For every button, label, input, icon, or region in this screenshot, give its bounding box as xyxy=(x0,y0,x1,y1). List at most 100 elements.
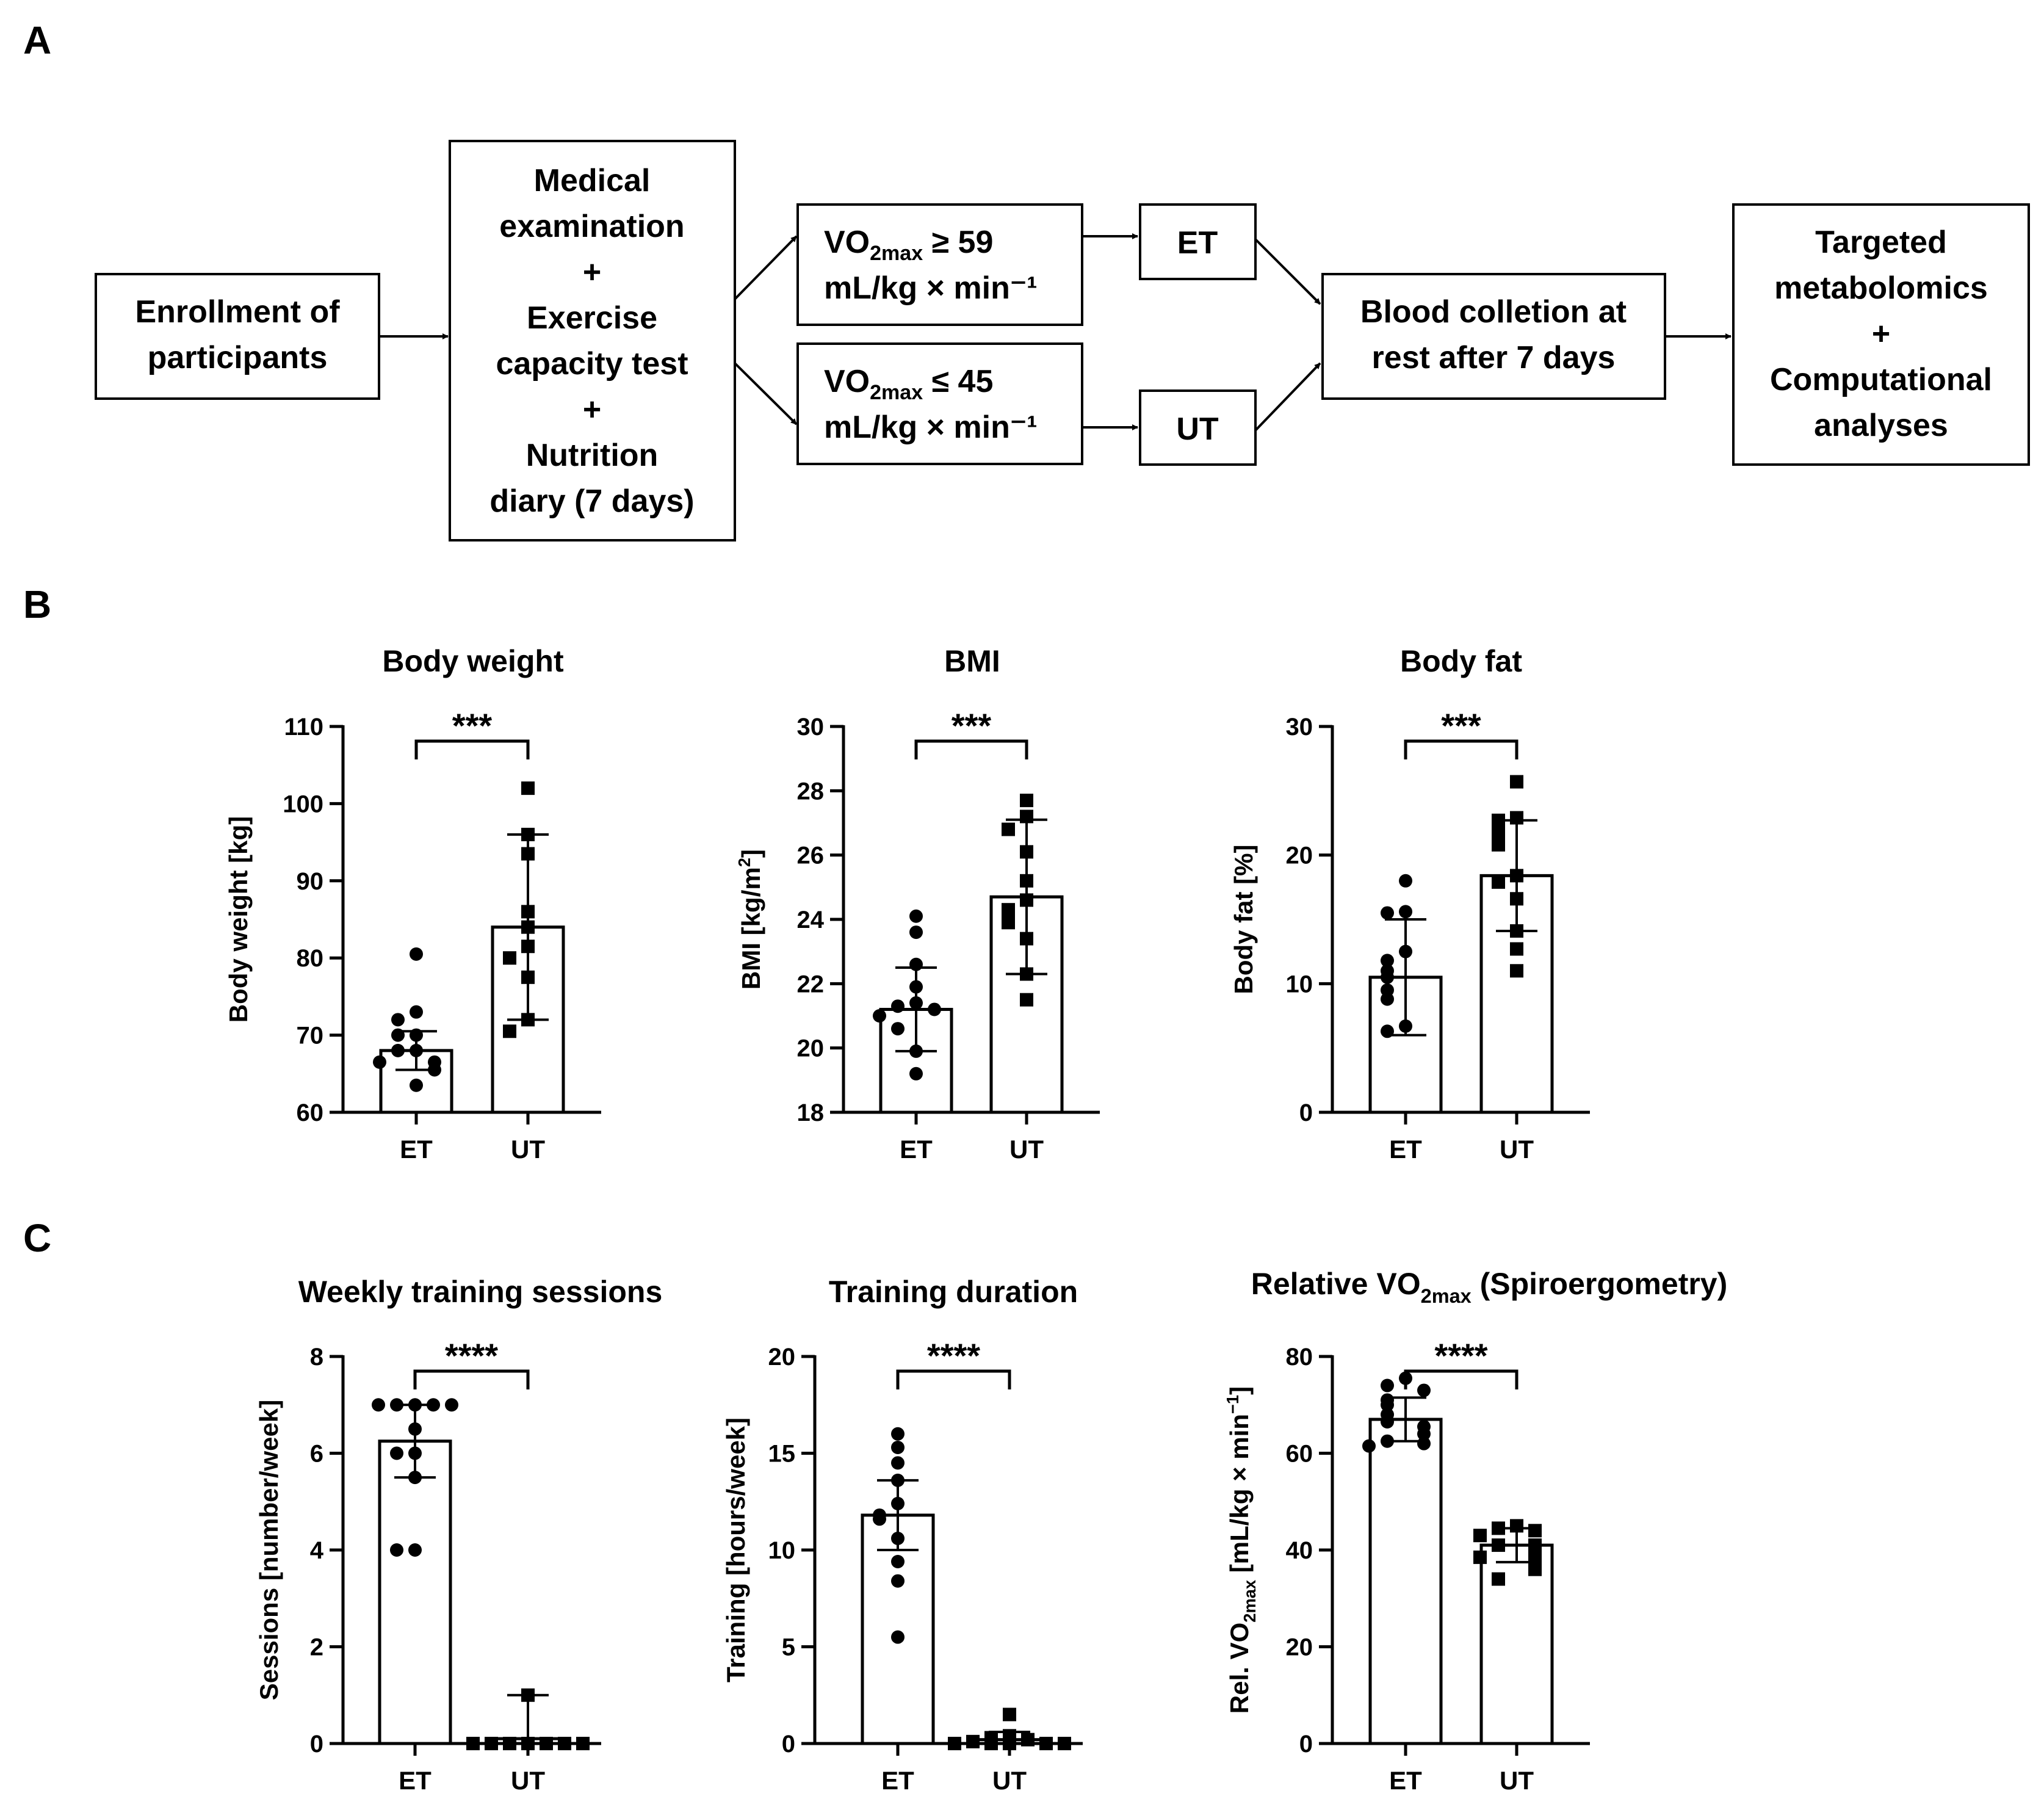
data-point-et xyxy=(445,1398,458,1412)
chart-title: Relative VO2max (Spiroergometry) xyxy=(1251,1267,1728,1307)
data-point-ut xyxy=(1039,1737,1053,1750)
data-point-et xyxy=(891,1555,905,1569)
data-point-et xyxy=(1417,1436,1431,1450)
data-point-et xyxy=(408,1471,422,1485)
data-point-et xyxy=(390,1543,403,1557)
significance-bracket xyxy=(914,739,1028,759)
data-point-et xyxy=(1417,1427,1431,1441)
data-point-ut xyxy=(1020,893,1033,907)
y-axis-label: Body fat [%] xyxy=(1229,845,1258,994)
chart-title: Body fat xyxy=(1400,644,1522,678)
targeted-line5: analyses xyxy=(1814,408,1948,443)
chart-weekly-training-sessions: Weekly training sessions Sessions [number… xyxy=(255,1275,662,1795)
y-tick-label: 24 xyxy=(797,907,825,933)
data-point-ut xyxy=(521,1688,535,1702)
data-point-ut xyxy=(1528,1524,1542,1538)
data-point-et xyxy=(891,1456,905,1470)
data-point-et xyxy=(891,1022,905,1036)
chart-title: Weekly training sessions xyxy=(298,1275,663,1309)
data-point-ut xyxy=(1473,1550,1487,1564)
data-point-et xyxy=(909,996,923,1010)
panel-label-a: A xyxy=(23,18,51,62)
data-point-ut xyxy=(521,940,535,954)
data-point-ut xyxy=(485,1737,498,1750)
data-point-et xyxy=(408,1422,422,1436)
y-tick-label: 8 xyxy=(310,1344,323,1371)
chart-title: BMI xyxy=(944,644,1000,678)
y-tick-label: 2 xyxy=(310,1634,323,1661)
data-point-et xyxy=(410,1005,423,1019)
significance-stars: *** xyxy=(1441,706,1481,745)
data-point-ut xyxy=(1510,924,1523,938)
data-point-et xyxy=(391,1043,405,1057)
data-point-ut xyxy=(466,1737,480,1750)
data-point-et xyxy=(1381,970,1394,984)
data-point-et xyxy=(1381,906,1394,920)
data-point-et xyxy=(909,1067,923,1081)
data-point-ut xyxy=(521,781,535,795)
significance-bracket xyxy=(414,739,530,759)
x-tick-label: ET xyxy=(400,1135,433,1164)
blood-box xyxy=(1321,273,1666,400)
data-point-ut xyxy=(503,1737,516,1750)
y-tick-label: 30 xyxy=(1286,714,1313,741)
data-point-ut xyxy=(521,1013,535,1027)
y-tick-label: 10 xyxy=(1286,971,1313,998)
data-point-ut xyxy=(558,1737,571,1750)
x-tick-label: ET xyxy=(1389,1135,1422,1164)
data-point-ut xyxy=(1492,838,1505,852)
panel-label-b: B xyxy=(23,582,51,626)
y-tick-label: 20 xyxy=(1286,1634,1313,1661)
y-tick-label: 110 xyxy=(284,714,323,741)
targeted-line4: Computational xyxy=(1770,362,1992,397)
data-point-et xyxy=(408,1543,422,1557)
data-point-et xyxy=(1399,874,1412,888)
data-point-ut xyxy=(1510,964,1523,978)
targeted-box xyxy=(1732,203,2030,466)
arrow-et-blood xyxy=(1254,238,1321,305)
data-point-et xyxy=(891,1630,905,1644)
x-tick-label: ET xyxy=(900,1135,933,1164)
data-point-et xyxy=(891,1440,905,1454)
data-point-ut xyxy=(1003,1737,1016,1750)
exam-line2: examination xyxy=(499,209,684,244)
panel-label-c: C xyxy=(23,1216,51,1260)
data-point-et xyxy=(1381,1398,1394,1412)
y-axis-label: Body weight [kg] xyxy=(224,816,253,1023)
data-point-ut xyxy=(966,1734,980,1748)
data-point-ut xyxy=(1492,826,1505,840)
significance-bracket xyxy=(896,1369,1011,1389)
arrow-ut-blood xyxy=(1254,362,1321,432)
exam-line7: Nutrition xyxy=(526,438,659,473)
data-point-et xyxy=(891,1473,905,1487)
exam-line3: + xyxy=(583,255,601,290)
exam-line1: Medical xyxy=(534,163,651,198)
significance-stars: **** xyxy=(1434,1336,1487,1375)
data-point-et xyxy=(1381,1434,1394,1448)
data-point-et xyxy=(891,1427,905,1441)
y-tick-label: 15 xyxy=(768,1441,796,1468)
x-tick-label: UT xyxy=(511,1135,545,1164)
data-point-ut xyxy=(1002,903,1015,917)
vo2-low-line2: mL/kg × min⁻¹ xyxy=(824,410,1038,445)
y-axis-label: Sessions [number/week] xyxy=(255,1400,283,1701)
bar-et xyxy=(861,1513,935,1745)
targeted-line3: + xyxy=(1872,316,1890,352)
data-point-et xyxy=(873,1009,886,1023)
vo2-high-line1: VO2max ≥ 59 xyxy=(824,225,993,265)
data-point-ut xyxy=(521,1737,535,1750)
data-point-et xyxy=(1381,954,1394,968)
y-tick-label: 0 xyxy=(1299,1099,1313,1126)
data-point-et xyxy=(410,947,423,961)
y-tick-label: 60 xyxy=(297,1099,324,1126)
significance-bracket xyxy=(1404,1369,1519,1389)
targeted-line2: metabolomics xyxy=(1774,270,1988,306)
data-point-et xyxy=(410,1028,423,1042)
y-tick-label: 20 xyxy=(797,1035,825,1062)
data-point-et xyxy=(372,1398,385,1412)
y-tick-label: 18 xyxy=(797,1099,825,1126)
y-tick-label: 20 xyxy=(1286,842,1313,869)
data-point-ut xyxy=(1510,869,1523,883)
significance-stars: **** xyxy=(445,1336,498,1375)
data-point-et xyxy=(1399,1019,1412,1033)
